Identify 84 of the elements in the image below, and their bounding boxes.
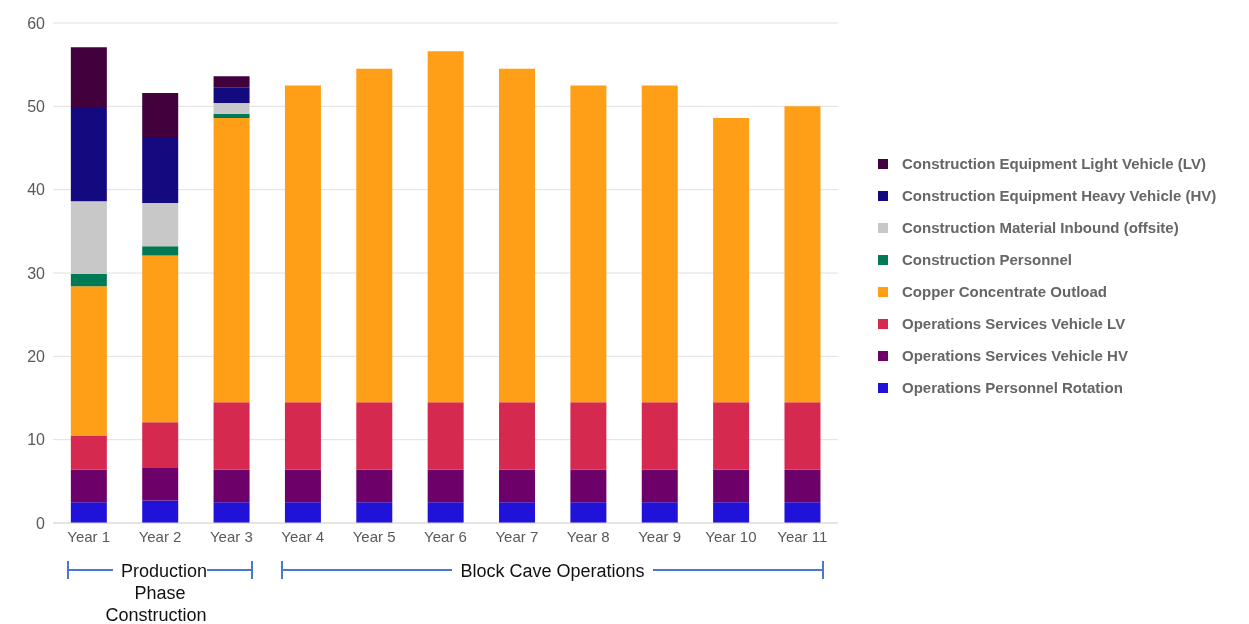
- bar: [570, 402, 607, 470]
- bar: [641, 85, 678, 403]
- bar: [213, 502, 250, 523]
- bar: [641, 469, 678, 503]
- legend-label: Operations Services Vehicle LV: [902, 315, 1126, 332]
- x-tick-label: Year 6: [424, 527, 467, 545]
- bar: [713, 469, 750, 503]
- bar: [70, 286, 107, 436]
- bar: [70, 469, 107, 503]
- x-tick-label: Year 1: [67, 527, 111, 545]
- bar: [499, 469, 536, 503]
- bar: [213, 118, 250, 403]
- bar: [213, 469, 250, 503]
- y-tick-label: 10: [27, 431, 46, 449]
- bar: [356, 502, 393, 523]
- y-tick-label: 40: [27, 181, 46, 199]
- x-tick-label: Year 11: [777, 527, 828, 545]
- text: Block Cave Operations: [452, 561, 653, 581]
- bar: [570, 502, 607, 523]
- bar: [356, 469, 393, 503]
- bar: [213, 402, 250, 470]
- bar: [70, 108, 107, 202]
- bar: [213, 87, 250, 103]
- bar: [427, 402, 464, 470]
- y-tick-label: 60: [27, 14, 46, 32]
- bar: [356, 402, 393, 470]
- text: Production Phase Construction: [105, 561, 215, 624]
- bar: [570, 85, 607, 403]
- bar: [713, 118, 750, 403]
- bar: [213, 76, 250, 88]
- legend-label: Construction Personnel: [902, 251, 1073, 268]
- bar: [142, 138, 179, 203]
- bar: [142, 93, 179, 138]
- y-tick-label: 50: [27, 98, 46, 116]
- bar: [570, 469, 607, 503]
- y-tick-label: 20: [27, 348, 46, 366]
- legend-label: Construction Material Inbound (offsite): [902, 219, 1179, 236]
- bar: [70, 273, 107, 287]
- x-tick-label: Year 8: [566, 527, 610, 545]
- bar: [70, 502, 107, 523]
- bar: [784, 469, 821, 503]
- x-tick-label: Year 9: [638, 527, 681, 545]
- bar: [784, 502, 821, 523]
- legend-label: Copper Concentrate Outload: [902, 283, 1108, 300]
- bar: [427, 469, 464, 503]
- legend-label: Construction Equipment Heavy Vehicle (HV): [902, 187, 1217, 204]
- bar: [70, 435, 107, 470]
- bar: [213, 113, 250, 118]
- bar: [70, 47, 107, 108]
- bar: [784, 106, 821, 403]
- x-tick-label: Year 3: [210, 527, 253, 545]
- x-tick-label: Year 7: [495, 527, 539, 545]
- bar: [641, 502, 678, 523]
- bar: [356, 68, 393, 403]
- bar: [142, 246, 179, 256]
- bar: [499, 402, 536, 470]
- bar: [142, 500, 179, 523]
- bar: [284, 402, 321, 470]
- bar: [142, 255, 179, 423]
- y-tick-label: 0: [36, 514, 46, 532]
- bar: [499, 502, 536, 523]
- x-tick-label: Year 10: [705, 527, 757, 545]
- bar: [713, 502, 750, 523]
- legend-label: Operations Services Vehicle HV: [902, 347, 1128, 364]
- legend-label: Construction Equipment Light Vehicle (LV): [902, 155, 1206, 172]
- bar: [142, 203, 179, 247]
- bar: [284, 502, 321, 523]
- bar: [713, 402, 750, 470]
- bar: [142, 467, 179, 501]
- bar: [427, 51, 464, 403]
- x-tick-label: Year 5: [352, 527, 396, 545]
- y-tick-label: 30: [27, 264, 46, 282]
- legend-label: Operations Personnel Rotation: [902, 379, 1123, 396]
- bar: [284, 85, 321, 403]
- x-tick-label: Year 2: [138, 527, 182, 545]
- bar: [641, 402, 678, 470]
- x-tick-label: Year 4: [281, 527, 325, 545]
- bar: [142, 422, 179, 468]
- bar: [284, 469, 321, 503]
- bar: [427, 502, 464, 523]
- bar: [499, 68, 536, 403]
- bar: [70, 201, 107, 274]
- bar: [213, 103, 250, 114]
- bar: [784, 402, 821, 470]
